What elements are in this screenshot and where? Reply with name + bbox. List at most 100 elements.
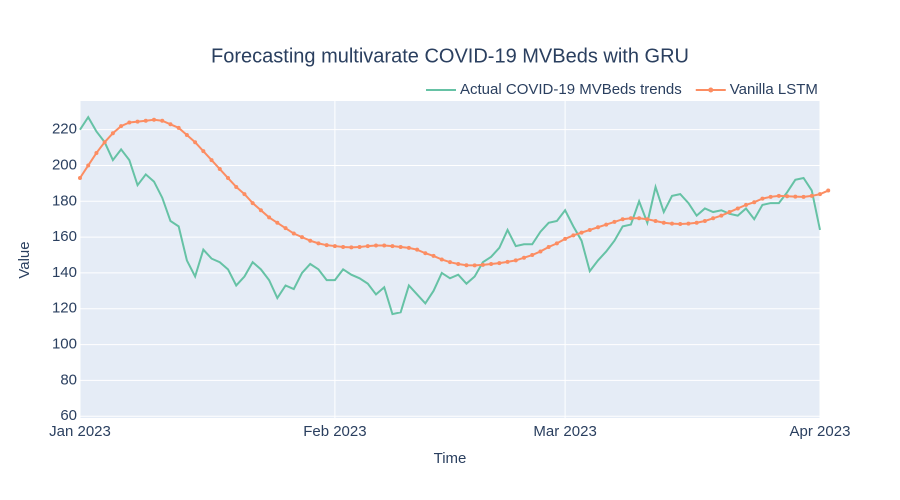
series-marker <box>160 118 165 123</box>
series-marker <box>793 194 798 199</box>
x-tick-label: Mar 2023 <box>533 423 596 440</box>
series-marker <box>711 216 716 221</box>
series-marker <box>620 217 625 222</box>
series-marker <box>308 238 313 243</box>
chart-title: Forecasting multivarate COVID-19 MVBeds … <box>211 45 689 67</box>
series-marker <box>522 255 526 260</box>
series-marker <box>571 233 576 238</box>
series-marker <box>760 196 765 201</box>
series-marker <box>727 210 732 215</box>
series-marker <box>809 193 814 198</box>
series-marker <box>645 217 650 222</box>
series-marker <box>563 236 568 241</box>
series-marker <box>612 219 617 224</box>
series-marker <box>826 188 831 193</box>
series-marker <box>538 249 543 254</box>
series-line <box>79 115 821 316</box>
series-marker <box>110 131 115 136</box>
series-marker <box>332 244 337 249</box>
series-marker <box>702 218 707 223</box>
series-marker <box>604 222 609 227</box>
series-marker <box>546 244 551 249</box>
series-marker <box>744 202 748 207</box>
series-marker <box>324 243 329 248</box>
series-marker <box>686 221 691 226</box>
series-marker <box>267 215 272 220</box>
series-marker <box>513 258 518 263</box>
series-marker <box>497 261 502 266</box>
series-marker <box>176 125 181 130</box>
series-marker <box>719 213 724 218</box>
series-marker <box>776 193 781 198</box>
series-marker <box>480 262 485 267</box>
series-marker <box>415 247 420 252</box>
series-marker <box>431 253 436 258</box>
y-tick-label: 160 <box>52 228 77 245</box>
y-tick-label: 100 <box>52 336 77 353</box>
series-marker <box>398 244 403 249</box>
series-marker <box>135 119 140 124</box>
series-marker <box>86 163 91 168</box>
series-marker <box>382 243 387 248</box>
series-marker <box>472 263 477 268</box>
series-marker <box>316 241 321 246</box>
series-marker <box>489 261 494 266</box>
series-marker <box>349 245 354 250</box>
y-tick-label: 60 <box>60 407 77 424</box>
series-marker <box>78 176 82 181</box>
series-marker <box>152 117 156 122</box>
series-marker <box>193 140 198 145</box>
series-marker <box>102 140 107 145</box>
series-marker <box>768 194 773 199</box>
series-marker <box>554 241 559 246</box>
series-marker <box>505 259 510 264</box>
series-marker <box>127 120 132 125</box>
series-marker <box>184 133 189 138</box>
series-marker <box>456 261 461 266</box>
series-marker <box>234 184 239 189</box>
series-marker <box>637 216 642 221</box>
series-marker <box>365 244 370 249</box>
legend-label: Actual COVID-19 MVBeds trends <box>460 81 682 98</box>
series-marker <box>406 245 411 250</box>
series-marker <box>119 124 124 129</box>
series-marker <box>801 194 806 199</box>
y-tick-label: 140 <box>52 264 77 281</box>
series-marker <box>579 230 584 235</box>
series-marker <box>628 216 633 221</box>
series-marker <box>250 201 255 206</box>
x-tick-label: Apr 2023 <box>790 423 851 440</box>
series-marker <box>283 226 288 231</box>
y-tick-label: 180 <box>52 192 77 209</box>
series-marker <box>209 158 214 163</box>
x-tick-label: Feb 2023 <box>303 423 366 440</box>
series-marker <box>678 222 683 227</box>
series-marker <box>226 176 230 181</box>
series-marker <box>439 257 444 262</box>
series-marker <box>258 208 263 213</box>
series-marker <box>530 253 535 258</box>
series-marker <box>94 150 99 155</box>
series-marker <box>785 194 790 199</box>
series-marker <box>661 220 666 225</box>
legend-marker <box>708 87 714 93</box>
series-marker <box>818 192 822 197</box>
y-axis-title: Value <box>16 241 33 278</box>
series-marker <box>694 220 699 225</box>
legend-label: Vanilla LSTM <box>730 81 818 98</box>
y-tick-label: 120 <box>52 300 77 317</box>
series-marker <box>423 251 428 256</box>
series-marker <box>275 220 280 225</box>
series-marker <box>390 244 395 249</box>
x-axis-title: Time <box>434 450 467 467</box>
series-marker <box>374 243 378 248</box>
legend: Actual COVID-19 MVBeds trends Vanilla LST… <box>420 79 820 101</box>
series-marker <box>341 244 346 249</box>
series-marker <box>752 200 757 205</box>
series-marker <box>168 122 173 127</box>
series-marker <box>143 118 148 123</box>
x-tick-label: Jan 2023 <box>49 423 111 440</box>
series-marker <box>653 218 658 223</box>
series-marker <box>587 227 592 232</box>
